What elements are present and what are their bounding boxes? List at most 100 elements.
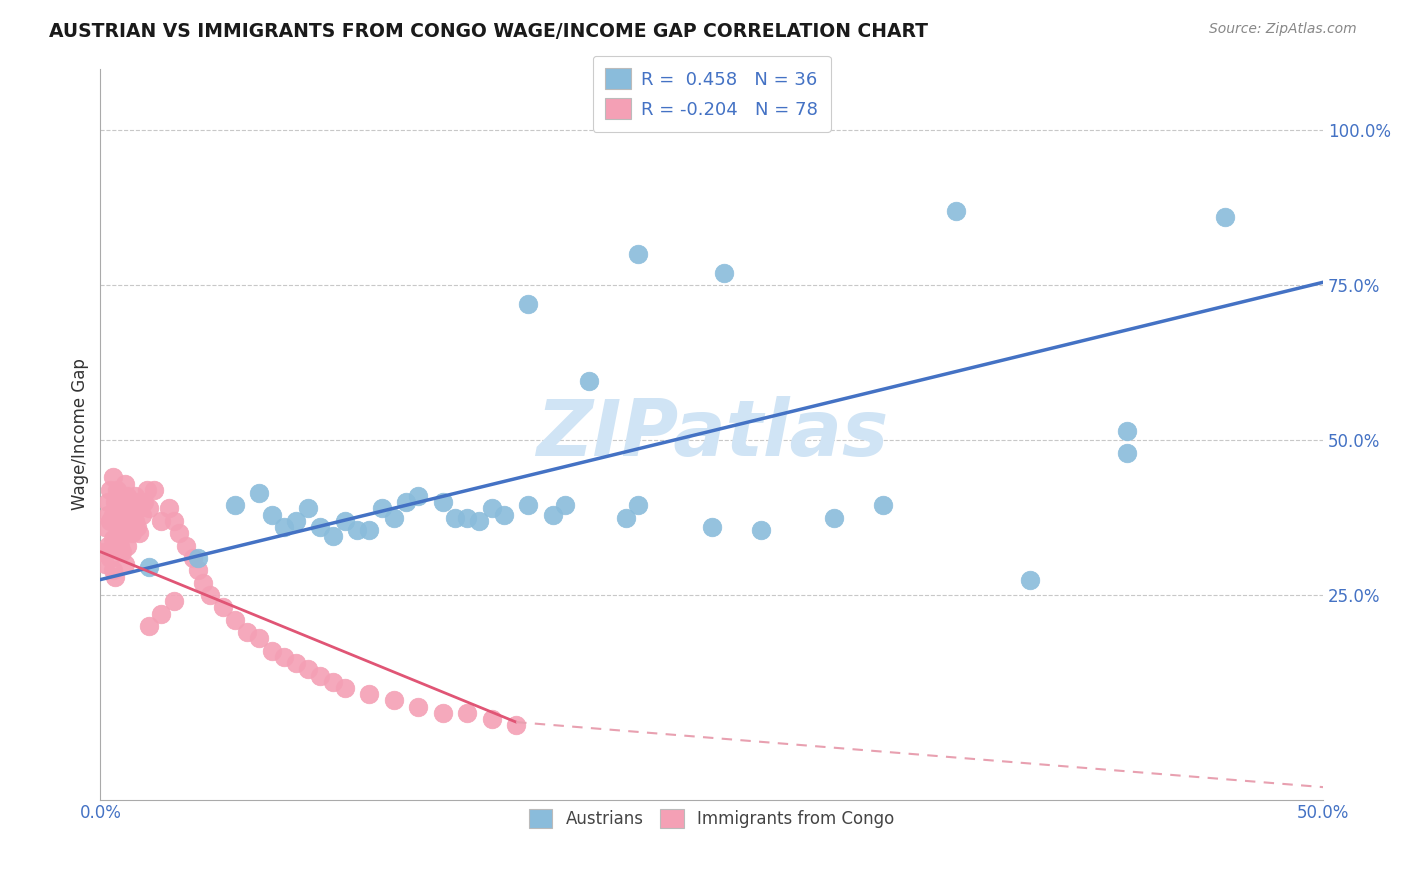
Point [101, 470, 124, 484]
Point [91, 545, 114, 559]
Point [134, 495, 156, 509]
Point [163, 514, 186, 528]
Point [395, 495, 418, 509]
Point [382, 510, 405, 524]
Point [121, 526, 143, 541]
Point [333, 681, 356, 695]
Point [138, 501, 160, 516]
Point [107, 533, 129, 547]
Point [191, 575, 214, 590]
Point [143, 483, 166, 497]
Point [505, 718, 527, 732]
Point [614, 510, 637, 524]
Point [285, 514, 308, 528]
Text: ZIPatlas: ZIPatlas [536, 396, 887, 472]
Point [1213, 210, 1236, 224]
Point [121, 501, 143, 516]
Point [94, 557, 117, 571]
Point [104, 539, 127, 553]
Point [118, 520, 141, 534]
Point [260, 644, 283, 658]
Point [98, 483, 121, 497]
Point [104, 569, 127, 583]
Point [322, 529, 344, 543]
Point [138, 619, 160, 633]
Point [444, 510, 467, 524]
Point [111, 514, 134, 528]
Point [107, 508, 129, 522]
Point [101, 563, 124, 577]
Point [627, 498, 650, 512]
Point [97, 539, 120, 553]
Point [94, 520, 117, 534]
Point [749, 523, 772, 537]
Point [117, 489, 139, 503]
Point [1116, 445, 1139, 459]
Point [181, 550, 204, 565]
Point [247, 632, 270, 646]
Point [108, 514, 131, 528]
Point [456, 706, 478, 720]
Point [273, 650, 295, 665]
Point [823, 510, 845, 524]
Point [128, 501, 150, 516]
Point [481, 712, 503, 726]
Point [118, 495, 141, 509]
Point [150, 607, 173, 621]
Point [200, 588, 222, 602]
Point [98, 550, 121, 565]
Point [247, 486, 270, 500]
Point [97, 508, 120, 522]
Point [346, 523, 368, 537]
Point [124, 514, 146, 528]
Point [124, 489, 146, 503]
Point [309, 668, 332, 682]
Point [700, 520, 723, 534]
Point [114, 557, 136, 571]
Point [297, 501, 319, 516]
Point [101, 508, 124, 522]
Point [138, 560, 160, 574]
Point [98, 514, 121, 528]
Point [554, 498, 576, 512]
Point [135, 483, 157, 497]
Point [114, 476, 136, 491]
Point [297, 662, 319, 676]
Point [517, 297, 540, 311]
Point [111, 545, 134, 559]
Point [432, 706, 454, 720]
Point [627, 247, 650, 261]
Point [492, 508, 515, 522]
Point [322, 674, 344, 689]
Point [1018, 573, 1040, 587]
Point [108, 539, 131, 553]
Point [578, 375, 600, 389]
Point [260, 508, 283, 522]
Point [285, 657, 308, 671]
Point [157, 501, 180, 516]
Text: Source: ZipAtlas.com: Source: ZipAtlas.com [1209, 22, 1357, 37]
Point [456, 510, 478, 524]
Point [333, 514, 356, 528]
Point [117, 514, 139, 528]
Point [167, 526, 190, 541]
Point [163, 594, 186, 608]
Point [131, 508, 153, 522]
Legend: Austrians, Immigrants from Congo: Austrians, Immigrants from Congo [523, 803, 901, 835]
Point [236, 625, 259, 640]
Point [872, 498, 894, 512]
Point [107, 483, 129, 497]
Point [481, 501, 503, 516]
Point [432, 495, 454, 509]
Point [117, 539, 139, 553]
Point [150, 514, 173, 528]
Point [101, 533, 124, 547]
Y-axis label: Wage/Income Gap: Wage/Income Gap [72, 358, 89, 510]
Point [382, 693, 405, 707]
Point [541, 508, 564, 522]
Point [273, 520, 295, 534]
Point [187, 563, 209, 577]
Point [713, 266, 735, 280]
Point [224, 498, 246, 512]
Point [104, 495, 127, 509]
